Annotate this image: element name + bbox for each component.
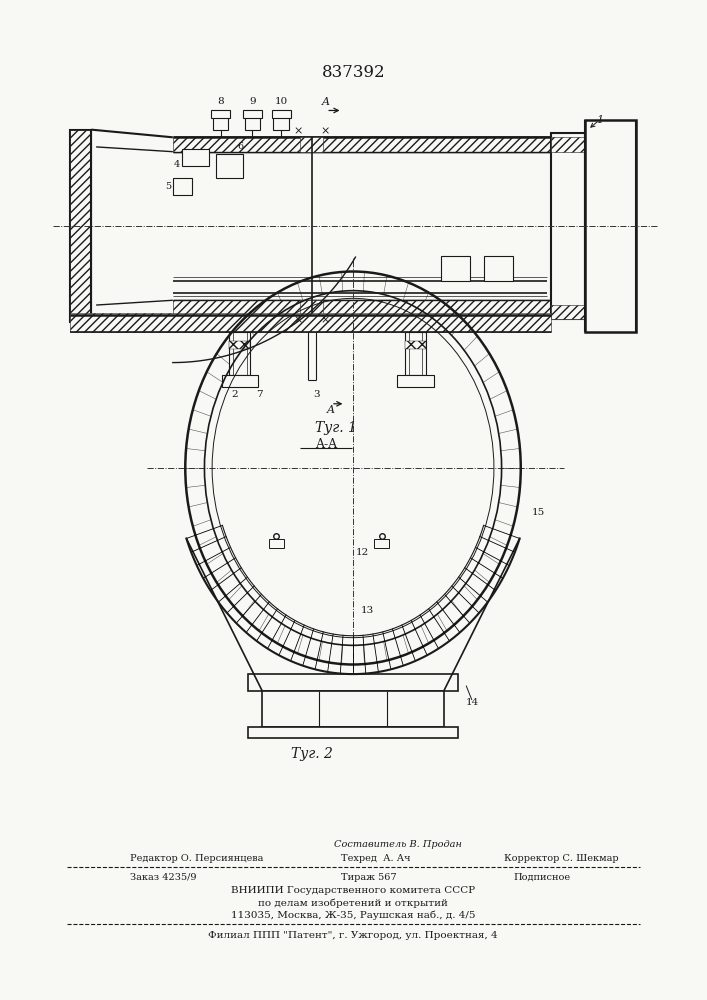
Bar xyxy=(300,137,323,152)
Text: 6: 6 xyxy=(237,142,243,151)
Text: 9: 9 xyxy=(249,97,256,106)
Text: 113035, Москва, Ж-35, Раушская наб., д. 4/5: 113035, Москва, Ж-35, Раушская наб., д. … xyxy=(230,911,475,920)
Bar xyxy=(441,256,470,281)
Bar xyxy=(405,341,426,349)
Text: A-A: A-A xyxy=(315,438,337,451)
Text: 8: 8 xyxy=(218,97,224,106)
Bar xyxy=(211,110,230,118)
Bar xyxy=(300,300,323,315)
Bar xyxy=(551,133,585,319)
Bar xyxy=(551,305,585,319)
Bar xyxy=(262,691,444,727)
Bar xyxy=(182,149,209,166)
Text: 7: 7 xyxy=(256,390,262,399)
Text: Τуг. 1: Τуг. 1 xyxy=(315,421,357,435)
Text: Филиал ППП "Патент", г. Ужгород, ул. Проектная, 4: Филиал ППП "Патент", г. Ужгород, ул. Про… xyxy=(208,931,498,940)
Text: ×: × xyxy=(293,315,303,325)
Text: Корректор С. Шекмар: Корректор С. Шекмар xyxy=(503,854,618,863)
Text: Составитель В. Продан: Составитель В. Продан xyxy=(334,840,462,849)
Text: ×: × xyxy=(320,127,330,137)
Text: 2: 2 xyxy=(232,390,238,399)
Bar xyxy=(269,539,284,548)
Bar xyxy=(229,332,250,375)
Bar xyxy=(173,300,551,315)
Bar xyxy=(551,137,585,152)
Text: Заказ 4235/9: Заказ 4235/9 xyxy=(129,873,196,882)
Bar xyxy=(271,110,291,118)
Text: Тираж 567: Тираж 567 xyxy=(341,873,396,882)
Bar xyxy=(245,116,260,130)
Text: Подписное: Подписное xyxy=(513,873,571,882)
Text: Редактор О. Персиянцева: Редактор О. Персиянцева xyxy=(129,854,263,863)
Bar xyxy=(216,154,243,178)
Text: 3: 3 xyxy=(313,390,320,399)
Bar xyxy=(222,375,258,387)
Bar xyxy=(374,539,390,548)
Bar xyxy=(70,130,91,322)
Bar xyxy=(173,178,192,195)
Bar xyxy=(213,116,228,130)
Text: 14: 14 xyxy=(466,698,479,707)
Text: Τуг. 2: Τуг. 2 xyxy=(291,747,333,761)
Text: 5: 5 xyxy=(165,182,171,191)
Bar xyxy=(243,110,262,118)
Text: 12: 12 xyxy=(356,548,369,557)
Text: ×: × xyxy=(320,315,330,325)
Text: 837392: 837392 xyxy=(322,64,386,81)
Polygon shape xyxy=(291,137,333,152)
Text: по делам изобретений и открытий: по делам изобретений и открытий xyxy=(258,898,448,908)
Bar xyxy=(397,375,433,387)
Text: Техред  А. Ач: Техред А. Ач xyxy=(341,854,410,863)
Bar xyxy=(247,674,458,691)
Bar xyxy=(229,341,250,349)
Text: A: A xyxy=(327,405,335,415)
Bar xyxy=(585,120,636,332)
Text: 13: 13 xyxy=(361,606,374,615)
Bar xyxy=(70,130,91,322)
Bar xyxy=(70,313,551,332)
Text: ВНИИПИ Государственного комитета СССР: ВНИИПИ Государственного комитета СССР xyxy=(231,886,475,895)
Bar xyxy=(173,137,551,152)
Bar xyxy=(247,727,458,738)
Text: 10: 10 xyxy=(274,97,288,106)
Text: A: A xyxy=(322,97,330,107)
Text: ×: × xyxy=(293,127,303,137)
Text: 1: 1 xyxy=(596,115,603,125)
Bar xyxy=(484,256,513,281)
Text: 4: 4 xyxy=(174,160,180,169)
Text: 15: 15 xyxy=(532,508,544,517)
Bar xyxy=(274,116,288,130)
Bar xyxy=(405,332,426,375)
